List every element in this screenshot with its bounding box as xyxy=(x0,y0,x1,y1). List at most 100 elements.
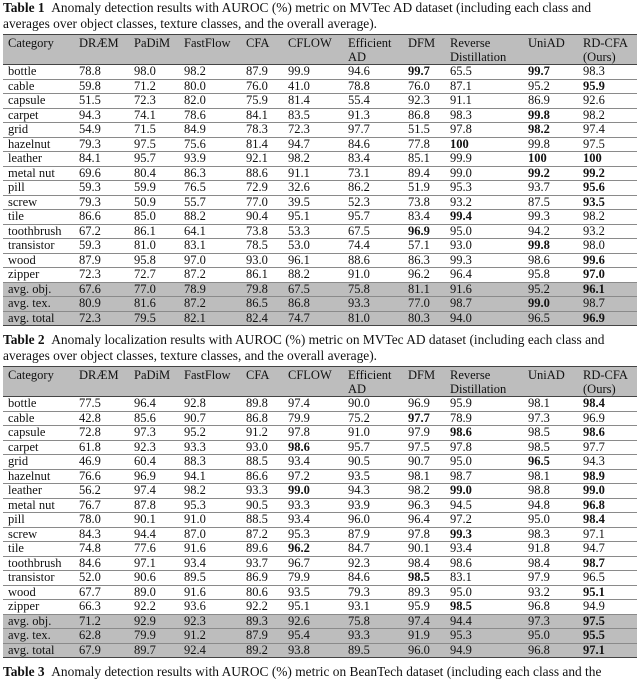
value-cell: 78.9 xyxy=(180,282,242,297)
value-cell: 72.3 xyxy=(75,267,130,283)
value-cell: 82.4 xyxy=(242,311,284,326)
value-cell: 74.1 xyxy=(130,108,180,123)
value-cell: 77.0 xyxy=(130,282,180,297)
value-cell: 94.8 xyxy=(524,498,579,513)
value-cell: 86.2 xyxy=(344,180,404,196)
column-header: FastFlow xyxy=(180,34,242,65)
value-cell: 91.0 xyxy=(344,425,404,441)
value-cell: 67.9 xyxy=(75,643,130,658)
value-cell: 89.0 xyxy=(130,585,180,600)
table-row: capsule 51.5 72.3 82.0 75.9 81.4 55.4 92.3 91.1 8… xyxy=(3,93,637,109)
table1-caption: Table 1 Anomaly detection results with A… xyxy=(3,0,637,32)
value-cell: 91.6 xyxy=(446,282,524,297)
value-cell: 96.8 xyxy=(524,599,579,615)
value-cell: 93.2 xyxy=(446,195,524,210)
table1-caption-text: Anomaly detection results with AUROC (%)… xyxy=(3,0,592,31)
column-header: RD-CFA (Ours) xyxy=(579,34,637,65)
value-cell: 75.6 xyxy=(180,137,242,152)
value-cell: 91.1 xyxy=(284,166,344,181)
value-cell: 99.7 xyxy=(404,64,446,80)
value-cell: 94.4 xyxy=(446,614,524,629)
value-cell: 86.6 xyxy=(242,469,284,484)
value-cell: 95.2 xyxy=(524,79,579,94)
value-cell: 65.5 xyxy=(446,64,524,80)
value-cell: 81.4 xyxy=(242,137,284,152)
value-cell: 84.6 xyxy=(344,570,404,586)
value-cell: 81.0 xyxy=(130,238,180,254)
value-cell: 89.8 xyxy=(242,396,284,412)
table-row: avg. obj. 67.6 77.0 78.9 79.8 67.5 75.8 81.1 91.… xyxy=(3,282,637,297)
table1-label: Table 1 xyxy=(3,0,45,15)
value-cell: 96.1 xyxy=(579,282,637,297)
table-row: avg. tex. 80.9 81.6 87.2 86.5 86.8 93.3 77.0 98.… xyxy=(3,296,637,312)
value-cell: 55.4 xyxy=(344,93,404,109)
column-header: PaDiM xyxy=(130,366,180,397)
value-cell: 62.8 xyxy=(75,628,130,644)
table2-localization-results: Category DRÆM PaDiM FastFlow CFA CFLOW E… xyxy=(3,366,637,658)
value-cell: 78.8 xyxy=(75,64,130,80)
value-cell: 97.9 xyxy=(404,425,446,441)
value-cell: 95.0 xyxy=(446,585,524,600)
value-cell: 89.4 xyxy=(404,166,446,181)
value-cell: 78.6 xyxy=(180,108,242,123)
value-cell: 98.2 xyxy=(284,151,344,167)
value-cell: 95.7 xyxy=(344,440,404,455)
value-cell: 77.5 xyxy=(75,396,130,412)
value-cell: 90.7 xyxy=(404,454,446,470)
table-row: wood 87.9 95.8 97.0 93.0 96.1 88.6 86.3 99.3 98.6… xyxy=(3,253,637,268)
value-cell: 97.7 xyxy=(579,440,637,455)
value-cell: 53.0 xyxy=(284,238,344,254)
value-cell: 86.1 xyxy=(242,267,284,283)
value-cell: 94.1 xyxy=(180,469,242,484)
category-cell: bottle xyxy=(3,64,75,80)
column-header: UniAD xyxy=(524,34,579,65)
value-cell: 87.5 xyxy=(524,195,579,210)
table-row: toothbrush 84.6 97.1 93.4 93.7 96.7 92.3 98.4 98… xyxy=(3,556,637,571)
value-cell: 90.5 xyxy=(344,454,404,470)
value-cell: 99.6 xyxy=(579,253,637,268)
value-cell: 91.6 xyxy=(180,585,242,600)
value-cell: 91.2 xyxy=(242,425,284,441)
value-cell: 94.7 xyxy=(284,137,344,152)
value-cell: 97.9 xyxy=(524,570,579,586)
category-cell: leather xyxy=(3,151,75,167)
column-header: CFLOW xyxy=(284,366,344,397)
table2-label: Table 2 xyxy=(3,332,45,347)
table-row: zipper 72.3 72.7 87.2 86.1 88.2 91.0 96.2 96.4 95… xyxy=(3,267,637,283)
value-cell: 67.5 xyxy=(284,282,344,297)
column-header: Category xyxy=(3,34,75,65)
category-cell: pill xyxy=(3,180,75,196)
value-cell: 94.5 xyxy=(446,498,524,513)
value-cell: 76.6 xyxy=(75,469,130,484)
value-cell: 96.9 xyxy=(579,411,637,426)
value-cell: 93.9 xyxy=(180,151,242,167)
value-cell: 83.4 xyxy=(404,209,446,225)
category-cell: avg. total xyxy=(3,643,75,658)
value-cell: 93.2 xyxy=(524,585,579,600)
table2-caption: Table 2 Anomaly localization results wit… xyxy=(3,332,637,364)
value-cell: 87.9 xyxy=(75,253,130,268)
value-cell: 94.2 xyxy=(524,224,579,239)
value-cell: 93.3 xyxy=(344,628,404,644)
value-cell: 60.4 xyxy=(130,454,180,470)
value-cell: 79.3 xyxy=(344,585,404,600)
value-cell: 82.0 xyxy=(180,93,242,109)
value-cell: 92.2 xyxy=(242,599,284,615)
value-cell: 89.3 xyxy=(242,614,284,629)
value-cell: 100 xyxy=(579,151,637,167)
value-cell: 55.7 xyxy=(180,195,242,210)
category-cell: toothbrush xyxy=(3,556,75,571)
value-cell: 67.2 xyxy=(75,224,130,239)
value-cell: 93.2 xyxy=(579,224,637,239)
value-cell: 96.4 xyxy=(130,396,180,412)
category-cell: grid xyxy=(3,122,75,138)
category-cell: avg. tex. xyxy=(3,296,75,312)
value-cell: 97.4 xyxy=(579,122,637,138)
value-cell: 52.3 xyxy=(344,195,404,210)
category-cell: transistor xyxy=(3,570,75,586)
value-cell: 97.4 xyxy=(130,483,180,499)
value-cell: 93.7 xyxy=(524,180,579,196)
value-cell: 84.9 xyxy=(180,122,242,138)
value-cell: 84.1 xyxy=(242,108,284,123)
